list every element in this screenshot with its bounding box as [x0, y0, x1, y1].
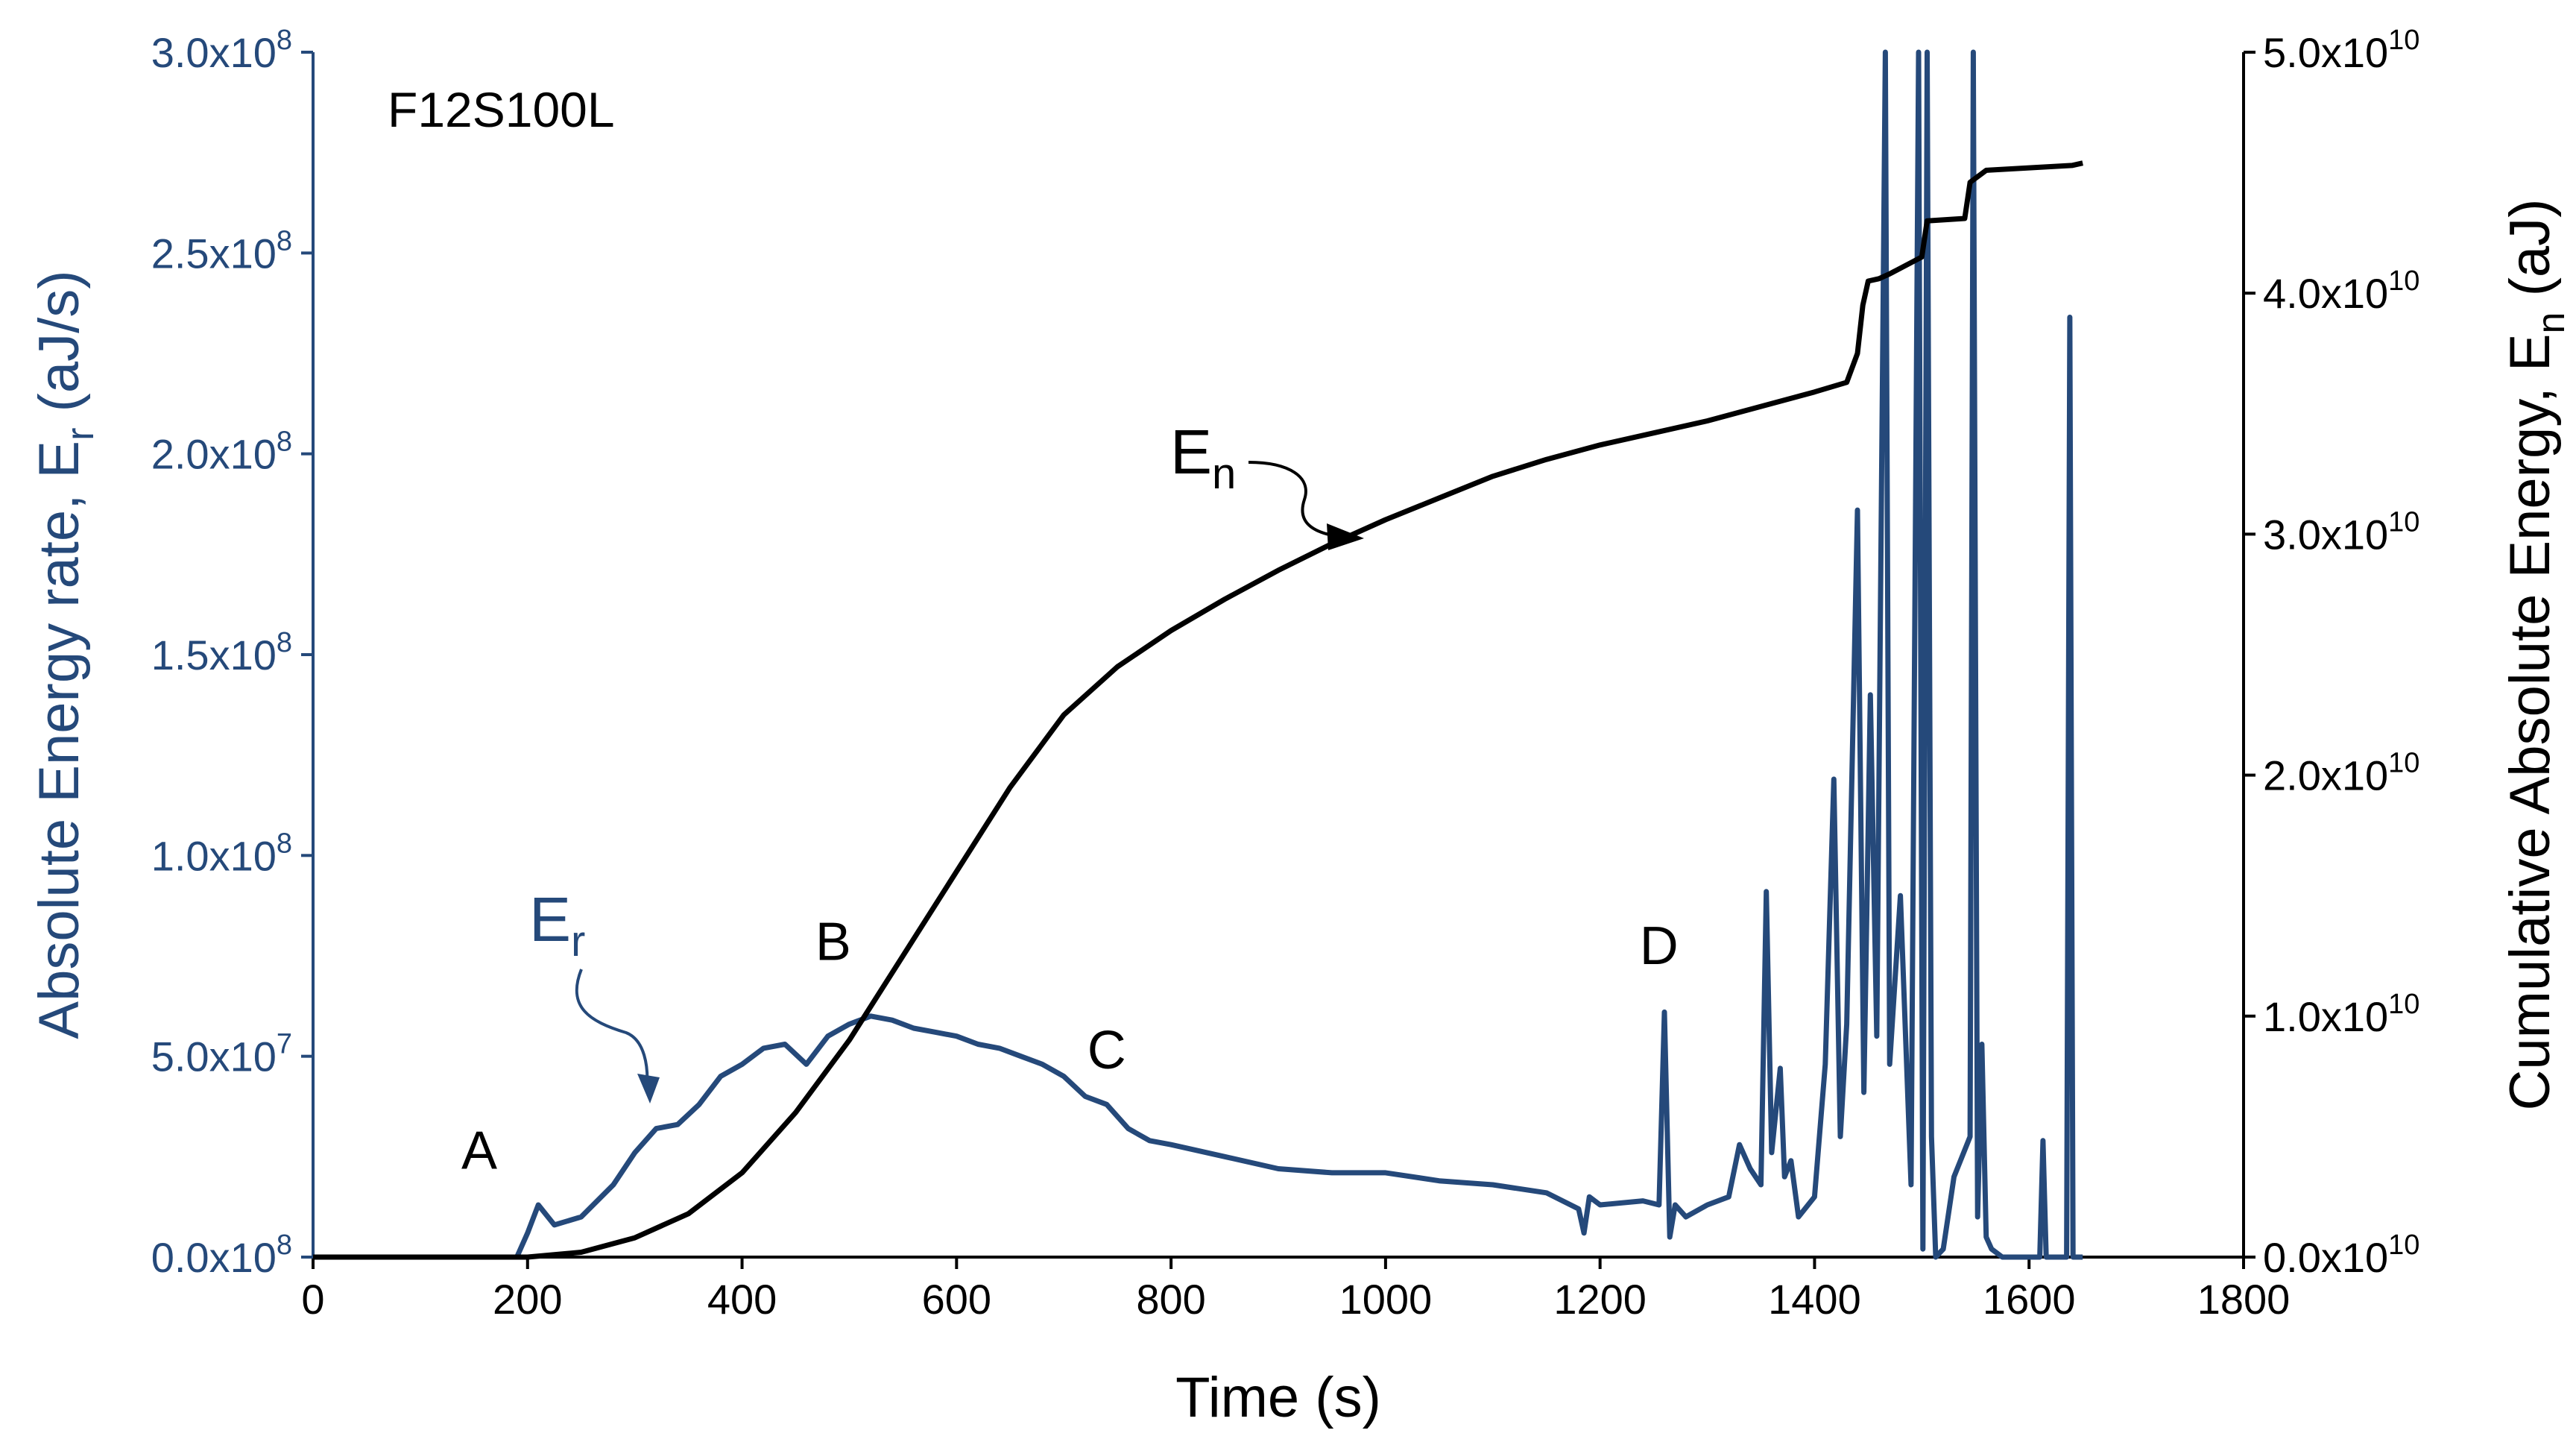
y-left-tick-label: 1.5x108 — [151, 627, 292, 679]
y-right-tick-label: 2.0x1010 — [2263, 748, 2419, 799]
x-tick-label: 400 — [707, 1276, 777, 1323]
chart-title: F12S100L — [388, 82, 615, 137]
y-right-tick-label: 3.0x1010 — [2263, 506, 2419, 558]
x-tick-label: 800 — [1136, 1276, 1205, 1323]
y-right-tick-label: 5.0x1010 — [2263, 25, 2419, 76]
x-tick-label: 1400 — [1768, 1276, 1861, 1323]
y-right-tick-label: 0.0x1010 — [2263, 1230, 2419, 1281]
series-er-line — [313, 49, 2083, 1260]
x-tick-label: 1200 — [1553, 1276, 1647, 1323]
x-tick-label: 200 — [493, 1276, 562, 1323]
x-ticks: 0 200 400 600 800 1000 1200 1400 1600 1800 — [301, 1257, 2290, 1323]
arrow-er — [575, 969, 649, 1089]
y-ticks-right: 0.0x1010 1.0x1010 2.0x1010 3.0x1010 4.0x1010… — [2244, 25, 2419, 1281]
y-ticks-left: 0.0x108 5.0x107 1.0x108 1.5x108 2.0x108 2.5x1… — [151, 25, 313, 1281]
y-left-tick-label: 2.0x108 — [151, 426, 292, 478]
series-en-line — [313, 160, 2083, 1260]
x-tick-label: 600 — [922, 1276, 991, 1323]
y-left-tick-label: 5.0x107 — [151, 1029, 292, 1080]
annotation-C: C — [1087, 1021, 1126, 1080]
y-left-tick-label: 3.0x108 — [151, 25, 292, 76]
y-right-tick-label: 4.0x1010 — [2263, 265, 2419, 317]
arrow-en-head — [1327, 523, 1364, 550]
annotation-D: D — [1640, 916, 1679, 976]
x-tick-label: 0 — [301, 1276, 324, 1323]
arrow-en — [1248, 461, 1342, 538]
label-en-text: En — [1170, 417, 1236, 498]
x-tick-label: 1800 — [2197, 1276, 2291, 1323]
x-tick-label: 1600 — [1983, 1276, 2076, 1323]
y-right-tick-label: 1.0x1010 — [2263, 989, 2419, 1040]
x-axis-title: Time (s) — [1175, 1366, 1381, 1429]
label-er-text: Er — [529, 884, 585, 966]
annotation-B: B — [815, 912, 851, 972]
label-er: Er — [529, 884, 660, 1103]
x-tick-label: 1000 — [1339, 1276, 1433, 1323]
y-axis-right-title: Cumulative Absolute Energy, En (aJ) — [2498, 199, 2573, 1111]
y-left-tick-label: 1.0x108 — [151, 828, 292, 879]
y-left-tick-label: 2.5x108 — [151, 225, 292, 277]
label-en: En — [1170, 417, 1364, 550]
y-axis-left-title: Absolute Energy rate, Er (aJ/s) — [28, 270, 102, 1039]
annotation-A: A — [461, 1121, 497, 1180]
y-left-tick-label: 0.0x108 — [151, 1230, 292, 1281]
annotations: A B C D — [461, 912, 1679, 1180]
arrow-er-head — [637, 1074, 660, 1103]
